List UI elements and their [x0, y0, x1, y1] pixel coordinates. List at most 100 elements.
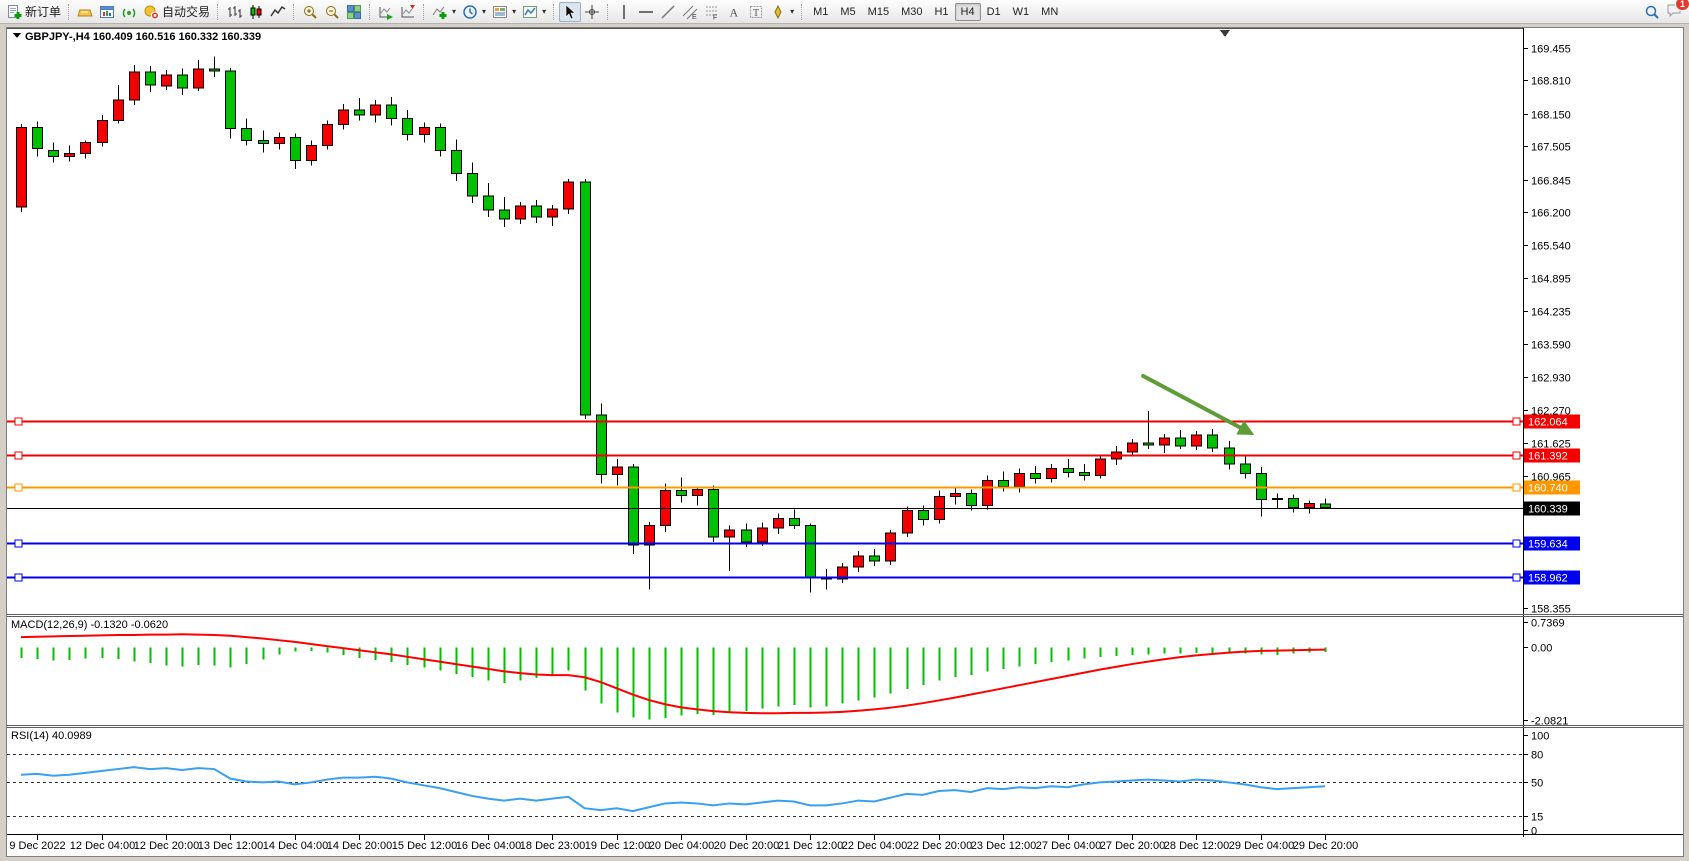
chart-window-button[interactable]: [96, 2, 118, 22]
candle: [370, 104, 381, 116]
header-collapse-triangle[interactable]: [13, 33, 21, 38]
toolbar-separator: [423, 3, 425, 20]
dropdown-caret: ▾: [482, 6, 487, 16]
candle: [596, 414, 607, 475]
annotations-layer[interactable]: [1141, 373, 1255, 435]
crosshair-tool-button[interactable]: [581, 2, 603, 22]
svg-text:161.625: 161.625: [1531, 439, 1571, 451]
shift-marker-triangle[interactable]: [1220, 30, 1230, 37]
cursor-tool-button[interactable]: [559, 1, 582, 22]
trendline-icon: [661, 4, 675, 19]
svg-text:162.930: 162.930: [1531, 373, 1571, 385]
chart-window-gbpjpy[interactable]: 162.064 161.392 160.740 160.339 159.634 158.9…: [6, 27, 1684, 857]
time-label: 19 Dec 12:00: [585, 840, 650, 852]
candle: [209, 68, 220, 72]
zoom-out-button[interactable]: [321, 2, 343, 22]
hline-anchor[interactable]: [1512, 451, 1521, 460]
price-tag: [1524, 414, 1580, 429]
fibonacci-tool-button[interactable]: F: [701, 2, 723, 22]
time-label: 20 Dec 20:00: [714, 840, 779, 852]
line-chart-type-button[interactable]: [267, 2, 289, 22]
candle: [419, 126, 430, 135]
signal-button[interactable]: [118, 2, 140, 22]
clock-icon: [463, 4, 477, 19]
hline-anchor[interactable]: [14, 573, 23, 582]
candle: [1063, 467, 1074, 473]
time-label: 22 Dec 04:00: [842, 840, 907, 852]
text-label-tool-button[interactable]: T: [745, 2, 767, 22]
candle: [1191, 434, 1202, 447]
candle: [129, 71, 140, 101]
zoom-in-button[interactable]: [299, 2, 321, 22]
time-label: 14 Dec 04:00: [263, 840, 328, 852]
hline-anchor[interactable]: [1512, 539, 1521, 548]
profiles-button[interactable]: ▾: [519, 2, 549, 22]
macd-pane: MACD(12,26,9) -0.1320 -0.0620: [11, 619, 1327, 720]
trend-arrow-head[interactable]: [1236, 420, 1255, 435]
time-label: 29 Dec 20:00: [1293, 840, 1358, 852]
timeframe-button-MN[interactable]: MN: [1035, 3, 1064, 21]
price-axis[interactable]: 162.064 161.392 160.740 160.339 159.634 158.9…: [1523, 28, 1580, 838]
autotrading-button[interactable]: 自动交易: [140, 2, 213, 22]
time-label: 23 Dec 12:00: [971, 840, 1036, 852]
timeframe-button-W1[interactable]: W1: [1007, 3, 1036, 21]
hline-anchor[interactable]: [1512, 573, 1521, 582]
time-label: 12 Dec 20:00: [134, 840, 199, 852]
vertical-line-tool-button[interactable]: [613, 2, 635, 22]
candle: [628, 466, 639, 546]
periods-button[interactable]: ▾: [459, 2, 489, 22]
candle: [1256, 472, 1267, 501]
tile-windows-button[interactable]: [343, 2, 365, 22]
timeframe-button-M30[interactable]: M30: [895, 3, 928, 21]
svg-text:167.505: 167.505: [1531, 142, 1571, 154]
svg-text:163.590: 163.590: [1531, 340, 1571, 352]
auto-scroll-button[interactable]: [375, 2, 397, 22]
templates-button[interactable]: ▾: [489, 2, 519, 22]
new-order-button[interactable]: 新订单: [3, 2, 64, 22]
hline-anchor[interactable]: [14, 451, 23, 460]
bar-chart-type-button[interactable]: [223, 2, 245, 22]
hline-anchor[interactable]: [14, 417, 23, 426]
timeframe-button-M5[interactable]: M5: [834, 3, 861, 21]
channel-icon: E: [682, 5, 698, 20]
hline-anchor[interactable]: [14, 483, 23, 492]
candle: [998, 479, 1009, 487]
cursor-icon: [565, 3, 576, 19]
timeframe-button-M15[interactable]: M15: [862, 3, 895, 21]
candle: [177, 74, 188, 89]
equidistant-channel-tool-button[interactable]: E: [679, 2, 701, 22]
hline-anchor[interactable]: [1512, 417, 1521, 426]
candle: [515, 205, 526, 220]
candle: [338, 109, 349, 125]
timeframe-button-D1[interactable]: D1: [981, 3, 1007, 21]
search-button[interactable]: [1641, 2, 1663, 22]
toolbar-separator: [369, 3, 371, 20]
trendline-tool-button[interactable]: [657, 2, 679, 22]
gold-bar-button[interactable]: [74, 2, 96, 22]
arrows-tool-button[interactable]: ▾: [767, 2, 797, 22]
timeframe-button-H4[interactable]: H4: [954, 3, 981, 21]
time-label: 27 Dec 04:00: [1036, 840, 1101, 852]
indicators-button[interactable]: ▾: [429, 2, 459, 22]
candle: [1143, 442, 1154, 446]
timeframe-button-M1[interactable]: M1: [807, 3, 834, 21]
chart-shift-button[interactable]: [397, 2, 419, 22]
text-tool-button[interactable]: A: [723, 2, 745, 22]
horizontal-line-tool-button[interactable]: [635, 2, 657, 22]
timeframe-button-H1[interactable]: H1: [928, 3, 954, 21]
hline-anchor[interactable]: [14, 539, 23, 548]
main-toolbar: 新订单 自动交易: [0, 0, 1689, 24]
candlestick-chart-type-button[interactable]: [245, 2, 267, 22]
dropdown-caret: ▾: [512, 6, 517, 16]
candle: [885, 532, 896, 562]
trend-arrow-line[interactable]: [1141, 373, 1243, 430]
dropdown-caret: ▾: [542, 6, 547, 16]
price-chart-canvas[interactable]: 162.064 161.392 160.740 160.339 159.634 158.9…: [7, 28, 1683, 854]
candle: [580, 181, 591, 416]
hline-anchor[interactable]: [1512, 483, 1521, 492]
svg-text:168.150: 168.150: [1531, 110, 1571, 122]
horizontal-lines-layer[interactable]: [7, 417, 1523, 582]
candlestick-chart-icon: [250, 4, 262, 19]
notification-badge[interactable]: 1: [1675, 0, 1689, 11]
